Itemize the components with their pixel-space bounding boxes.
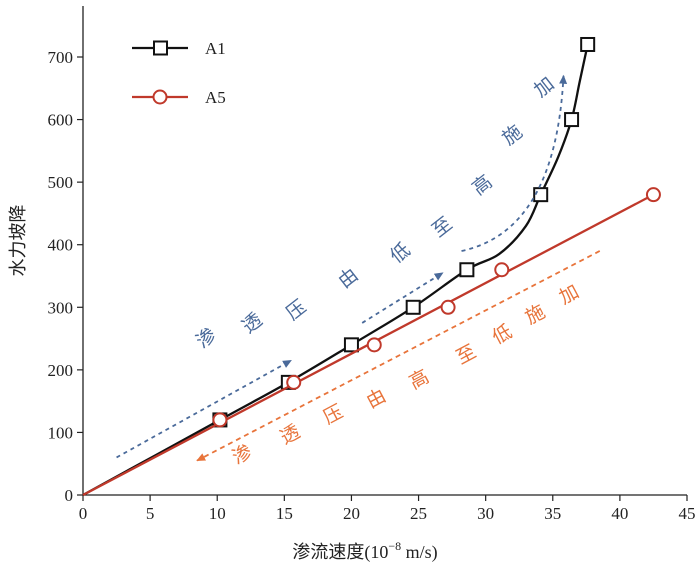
x-tick-label: 5: [146, 504, 155, 523]
x-axis-title: 渗流速度(10−8 m/s): [292, 539, 437, 563]
increase-annotation-char: 压: [283, 297, 311, 325]
data-point-A5: [212, 412, 228, 428]
x-axis-title-unit: m/s): [401, 542, 438, 563]
data-point-A5: [286, 374, 302, 390]
data-point-A1: [580, 36, 596, 52]
decrease-annotation-char: 低: [489, 321, 516, 349]
series-A5: [82, 187, 661, 497]
decrease-annotation-char: 压: [320, 401, 347, 428]
x-tick-label: 20: [343, 504, 360, 523]
legend: A1 A5: [132, 39, 226, 107]
y-tick-label: 100: [48, 423, 74, 442]
y-tick-label: 600: [48, 111, 74, 130]
legend-marker-A1: [153, 40, 168, 56]
decrease-annotation-char: 渗: [229, 441, 256, 469]
y-tick-label: 0: [65, 486, 74, 505]
x-tick-label: 25: [410, 504, 427, 523]
series-A1: [82, 36, 596, 497]
x-tick-label: 30: [477, 504, 494, 523]
increase-annotation-char: 低: [386, 239, 415, 268]
legend-label-A1: A1: [205, 39, 226, 58]
x-tick-label: 10: [209, 504, 226, 523]
data-point-A1: [564, 112, 580, 128]
data-point-A5: [366, 337, 382, 353]
decrease-annotation-char: 透: [277, 421, 304, 449]
x-tick-label: 35: [544, 504, 561, 523]
legend-label-A5: A5: [205, 88, 226, 107]
decrease-annotation-char: 加: [556, 281, 583, 309]
data-point-A1: [405, 299, 421, 315]
x-tick-label: 40: [611, 504, 628, 523]
y-tick-label: 200: [48, 361, 74, 380]
decrease-annotation-char: 至: [453, 341, 480, 368]
x-axis-title-superscript: −8: [388, 539, 401, 553]
increase-annotation-char: 透: [238, 309, 267, 338]
data-point-A1: [343, 337, 359, 353]
decrease-arrow: [196, 250, 601, 462]
increase-annotation-char: 至: [429, 214, 457, 242]
increase-arrow: [461, 74, 568, 252]
decrease-annotation-char: 施: [522, 301, 549, 329]
y-tick-label: 500: [48, 173, 74, 192]
increase-annotation-char: 施: [498, 121, 527, 150]
decrease-annotation-char: 由: [363, 385, 390, 413]
data-point-A5: [645, 187, 661, 203]
x-tick-label: 45: [679, 504, 696, 523]
increase-annotation-char: 高: [468, 171, 497, 200]
y-axis-title: 水力坡降: [8, 205, 28, 277]
increase-annotation-char: 由: [334, 264, 363, 293]
x-axis-title-main: 渗流速度(10: [292, 542, 388, 563]
legend-marker-A5: [152, 89, 168, 105]
decrease-annotation-char: 高: [406, 366, 433, 394]
y-tick-label: 400: [48, 236, 74, 255]
data-point-A5: [494, 262, 510, 278]
increase-annotation-char: 加: [530, 73, 559, 102]
y-tick-label: 700: [48, 48, 74, 67]
data-point-A1: [459, 262, 475, 278]
axes: 0 5 10 15 20 25 30 35 40 45 0 100 200 300 400 500 600 700…: [8, 6, 696, 563]
increase-annotation-char: 渗: [192, 324, 221, 353]
x-tick-label: 0: [79, 504, 88, 523]
increase-arrow: [116, 359, 292, 459]
series-layer: [82, 36, 661, 497]
x-tick-label: 15: [276, 504, 293, 523]
data-point-A5: [440, 299, 456, 315]
y-tick-label: 300: [48, 298, 74, 317]
